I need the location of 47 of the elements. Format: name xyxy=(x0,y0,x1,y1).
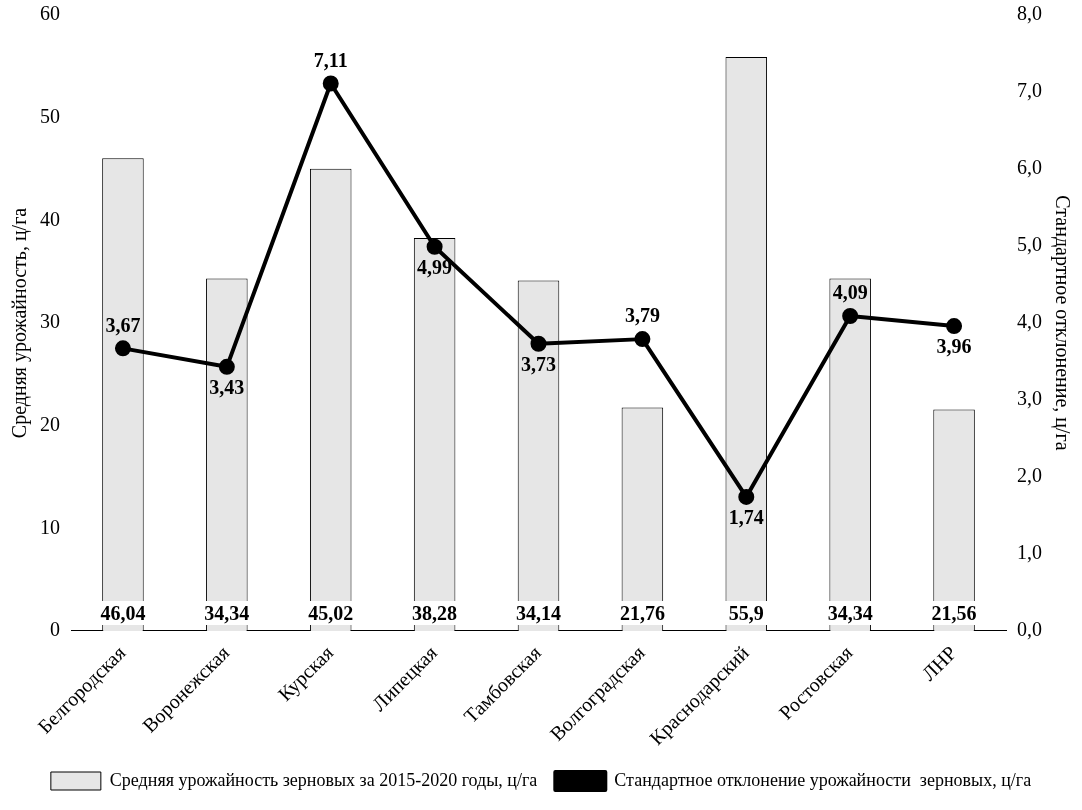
y2-tick-label: 3,0 xyxy=(1017,387,1042,410)
legend-label: Стандартное отклонение урожайности зерновых, ц/га xyxy=(614,769,1032,790)
y-tick-label: 0 xyxy=(50,618,60,641)
data-label: 46,04 xyxy=(100,602,146,625)
legend-label: Средняя урожайность зерновых за 2015-2020 годы, ц/га xyxy=(109,769,538,790)
y-tick-label: 20 xyxy=(40,412,60,435)
data-label: 21,56 xyxy=(931,602,977,625)
data-label: 3,79 xyxy=(624,304,660,327)
point xyxy=(738,488,755,505)
data-label: 34,34 xyxy=(204,602,250,625)
y2-tick-label: 7,0 xyxy=(1017,79,1042,102)
data-label: 3,43 xyxy=(209,376,245,399)
data-label: 34,14 xyxy=(516,602,561,625)
data-label: 3,96 xyxy=(936,335,972,358)
y-tick-label: 40 xyxy=(40,207,60,230)
point xyxy=(114,340,131,357)
y2-tick-label: 1,0 xyxy=(1017,541,1042,564)
data-label: 3,73 xyxy=(521,352,556,375)
data-label: 55,9 xyxy=(728,602,764,625)
y2-tick-label: 5,0 xyxy=(1017,233,1042,256)
y2-axis-title: Стандартное отклонение, ц/га xyxy=(1050,195,1074,451)
point xyxy=(530,335,547,352)
y2-tick-label: 4,0 xyxy=(1017,310,1042,333)
point xyxy=(322,75,339,92)
data-label: 4,99 xyxy=(417,255,453,278)
y2-tick-label: 0,0 xyxy=(1017,618,1042,641)
y2-tick-label: 6,0 xyxy=(1017,156,1042,179)
data-label: 45,02 xyxy=(308,602,354,625)
point xyxy=(218,358,235,375)
data-label: 3,67 xyxy=(105,313,141,336)
y-tick-label: 10 xyxy=(40,515,60,538)
point xyxy=(426,238,443,255)
point xyxy=(842,308,859,325)
data-label: 4,09 xyxy=(832,281,868,304)
point xyxy=(634,331,651,348)
y-tick-label: 30 xyxy=(40,310,60,333)
y-tick-label: 50 xyxy=(40,104,60,127)
data-label: 1,74 xyxy=(728,506,764,529)
data-label: 7,11 xyxy=(313,48,348,71)
point xyxy=(946,318,963,335)
data-label: 34,34 xyxy=(827,602,873,625)
y2-tick-label: 8,0 xyxy=(1017,2,1042,25)
y-tick-label: 60 xyxy=(40,2,60,25)
data-label: 38,28 xyxy=(412,602,458,625)
y-axis-title: Средняя урожайность, ц/га xyxy=(8,207,32,439)
data-label: 21,76 xyxy=(619,602,665,625)
y2-tick-label: 2,0 xyxy=(1017,464,1042,487)
